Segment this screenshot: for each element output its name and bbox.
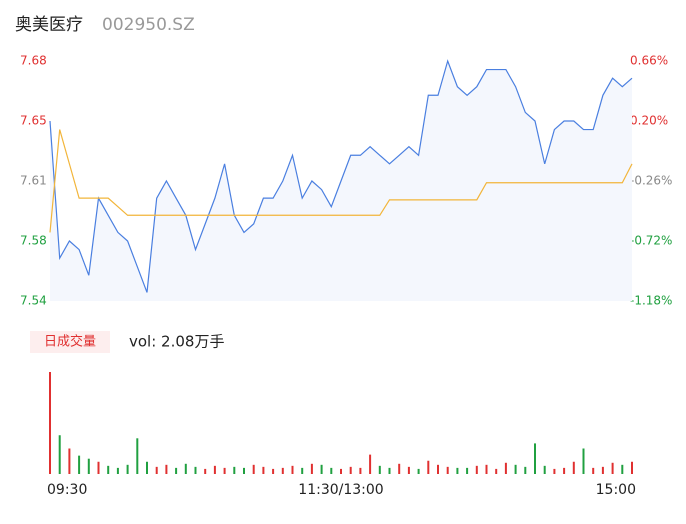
- volume-bar: [437, 464, 439, 474]
- volume-bar: [369, 454, 372, 474]
- volume-bar: [146, 461, 148, 474]
- volume-bar: [446, 466, 449, 474]
- stock-name: 奥美医疗: [15, 15, 83, 35]
- y-tick-label: 7.65: [20, 114, 47, 128]
- volume-bar: [291, 465, 294, 474]
- volume-bar: [107, 465, 110, 474]
- y2-tick-label: -0.26%: [630, 174, 672, 188]
- volume-bar: [165, 464, 168, 474]
- stock-code: 002950.SZ: [102, 15, 195, 35]
- volume-bar: [359, 467, 362, 474]
- volume-bar: [223, 467, 226, 474]
- volume-bar: [330, 467, 333, 474]
- volume-bar: [427, 460, 430, 474]
- volume-bar: [175, 467, 178, 474]
- volume-bar: [340, 468, 342, 474]
- volume-bar: [58, 435, 61, 474]
- volume-bar: [126, 464, 129, 474]
- volume-bar: [534, 443, 536, 474]
- volume-bar: [388, 467, 391, 474]
- volume-tag: 日成交量: [44, 334, 96, 350]
- y-tick-label: 7.54: [20, 294, 47, 308]
- volume-bar: [572, 461, 575, 474]
- y2-tick-label: -0.72%: [630, 234, 672, 248]
- volume-bar: [524, 466, 527, 474]
- volume-bar: [310, 463, 313, 474]
- volume-bar: [49, 372, 51, 474]
- volume-bar: [301, 467, 304, 474]
- x-tick-label: 15:00: [596, 482, 636, 498]
- y-tick-label: 7.68: [20, 54, 47, 68]
- volume-bar: [97, 461, 100, 474]
- y2-tick-label: 0.66%: [630, 54, 668, 68]
- volume-bar: [495, 468, 498, 474]
- y2-tick-label: 0.20%: [630, 114, 668, 128]
- volume-bar: [281, 467, 284, 474]
- line-average: [49, 129, 633, 233]
- volume-bar: [320, 464, 323, 474]
- volume-bar: [272, 468, 275, 474]
- volume-bar: [136, 438, 139, 474]
- volume-bar: [213, 465, 216, 474]
- volume-text: vol: 2.08万手: [129, 333, 224, 351]
- volume-bar: [378, 465, 381, 474]
- volume-bar: [631, 461, 633, 474]
- volume-bar: [233, 466, 236, 474]
- volume-bar: [243, 467, 245, 474]
- volume-bar: [68, 448, 71, 474]
- volume-bar: [194, 466, 197, 474]
- y-tick-label: 7.61: [20, 174, 47, 188]
- volume-bar: [398, 463, 401, 474]
- volume-bar: [592, 467, 595, 474]
- volume-bar: [582, 448, 585, 474]
- volume-bar: [543, 465, 546, 474]
- volume-bar: [87, 458, 90, 474]
- volume-bar: [252, 464, 255, 474]
- volume-bar: [349, 466, 352, 474]
- volume-bar: [78, 455, 81, 474]
- volume-bar: [601, 466, 604, 474]
- volume-bar: [475, 465, 478, 474]
- volume-bar: [514, 464, 517, 474]
- volume-bar: [456, 467, 459, 474]
- y2-tick-label: -1.18%: [630, 294, 672, 308]
- x-tick-label: 11:30/13:00: [298, 482, 383, 498]
- volume-bar: [504, 462, 507, 474]
- volume-bar: [184, 463, 187, 474]
- volume-bar: [611, 462, 614, 474]
- volume-tag-bg: [30, 331, 110, 353]
- volume-bar: [485, 464, 488, 474]
- volume-bar: [621, 464, 624, 474]
- x-tick-label: 09:30: [47, 482, 87, 498]
- volume-bar: [407, 466, 410, 474]
- volume-bar: [155, 466, 158, 474]
- volume-bar: [466, 467, 469, 474]
- volume-bar: [553, 468, 556, 474]
- volume-bar: [204, 468, 207, 474]
- line-price: [49, 59, 633, 293]
- volume-bar: [116, 467, 119, 474]
- volume-bar: [262, 466, 265, 474]
- volume-bar: [417, 468, 420, 474]
- volume-bar: [563, 467, 566, 474]
- y-tick-label: 7.58: [20, 234, 47, 248]
